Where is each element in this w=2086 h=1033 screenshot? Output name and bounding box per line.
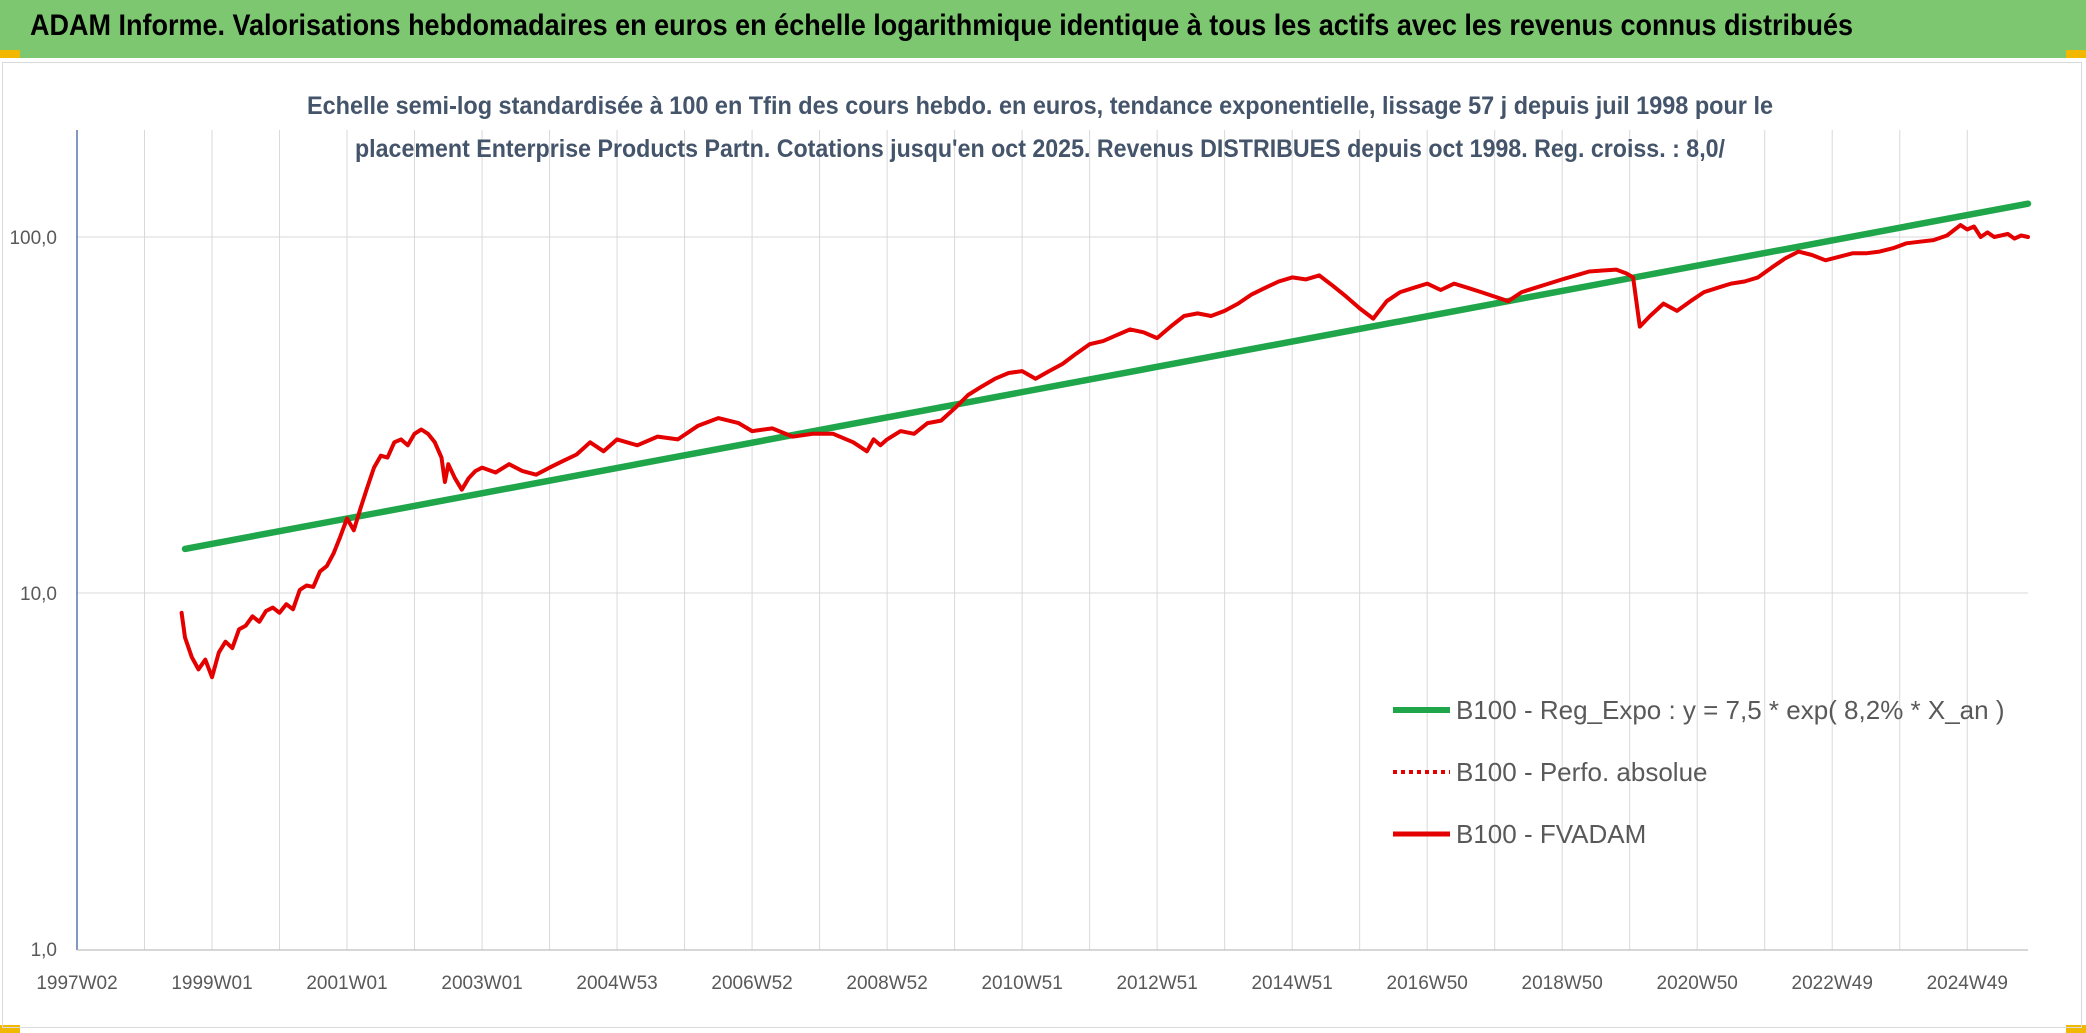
corner-marker-bottom-left: [0, 1025, 20, 1033]
chart-subtitle-line-2: placement Enterprise Products Partn. Cot…: [355, 135, 1725, 163]
series-layer: [179, 200, 2032, 680]
x-tick-label: 1999W01: [171, 973, 252, 994]
legend-label: B100 - Reg_Expo : y = 7,5 * exp( 8,2% * …: [1456, 695, 2005, 725]
grid: [77, 130, 2028, 950]
y-tick-label: 1,0: [31, 940, 57, 961]
x-tick-label: 2004W53: [576, 973, 657, 994]
x-tick-label: 2003W01: [441, 973, 522, 994]
x-tick-label: 2024W49: [1927, 973, 2008, 994]
x-tick-label: 1997W02: [36, 973, 117, 994]
fvadam-line: [179, 223, 2030, 680]
x-tick-label: 2022W49: [1792, 973, 1873, 994]
x-tick-label: 2008W52: [846, 973, 927, 994]
header-bar: ADAM Informe. Valorisations hebdomadaire…: [0, 0, 2086, 58]
legend-label: B100 - Perfo. absolue: [1456, 757, 1708, 787]
x-tick-label: 2006W52: [711, 973, 792, 994]
legend-label: B100 - FVADAM: [1456, 819, 1646, 849]
chart-frame: [2, 62, 2082, 1028]
corner-marker-right: [2066, 50, 2086, 58]
x-tick-label: 2018W50: [1522, 973, 1603, 994]
x-tick-label: 2012W51: [1116, 973, 1197, 994]
x-tick-label: 2016W50: [1387, 973, 1468, 994]
x-tick-label: 2001W01: [306, 973, 387, 994]
chart-subtitle-line-1: Echelle semi-log standardisée à 100 en T…: [307, 92, 1773, 120]
corner-marker-bottom-right: [2066, 1025, 2086, 1033]
x-tick-label: 2014W51: [1251, 973, 1332, 994]
corner-marker-left: [0, 50, 20, 58]
x-tick-label: 2010W51: [981, 973, 1062, 994]
legend: B100 - Reg_Expo : y = 7,5 * exp( 8,2% * …: [1393, 695, 2005, 849]
page-title: ADAM Informe. Valorisations hebdomadaire…: [30, 9, 1854, 42]
x-tick-label: 2020W50: [1657, 973, 1738, 994]
axes: 1,0 10,0 100,0 1997W02 1999W01 2001W01 2003W01…: [9, 130, 2028, 994]
y-tick-label: 100,0: [9, 228, 57, 249]
regression-line: [181, 200, 2032, 553]
y-tick-label: 10,0: [20, 584, 57, 605]
